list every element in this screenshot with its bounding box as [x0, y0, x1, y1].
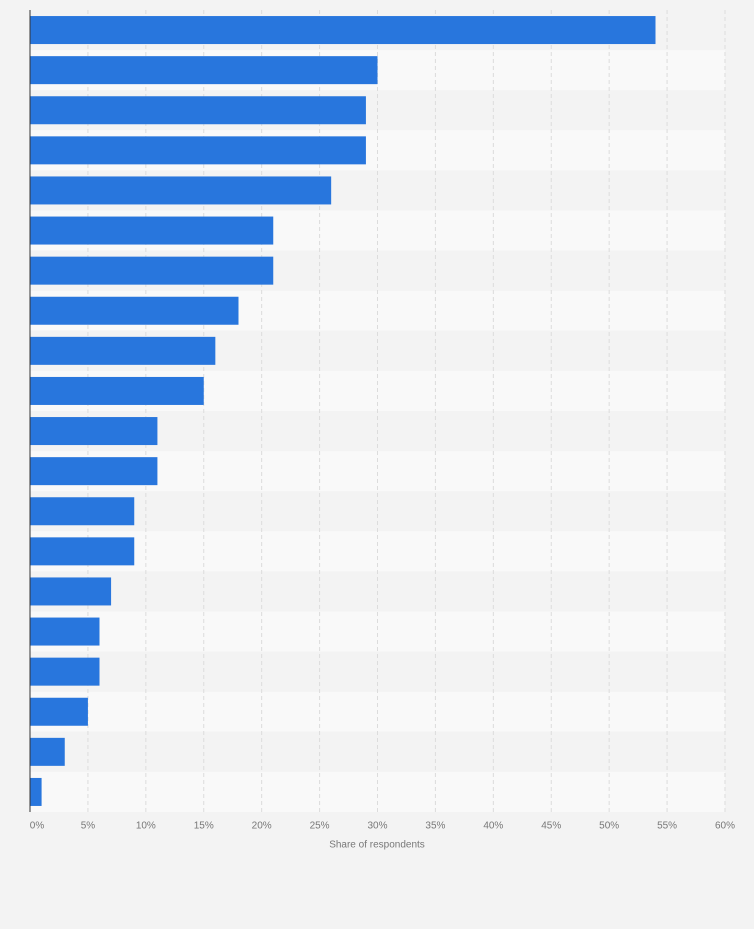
x-tick-label: 60%	[715, 821, 735, 832]
x-tick-label: 10%	[136, 821, 156, 832]
bar	[30, 96, 366, 125]
x-tick-label: 20%	[252, 821, 272, 832]
x-tick-label: 55%	[657, 821, 677, 832]
bar	[30, 216, 274, 245]
x-tick-label: 0%	[30, 821, 45, 832]
bar	[30, 376, 204, 405]
x-tick-label: 35%	[425, 821, 445, 832]
bar	[30, 497, 135, 526]
bar	[30, 657, 100, 686]
x-tick-label: 25%	[310, 821, 330, 832]
bar	[30, 16, 656, 45]
bar	[30, 737, 65, 766]
bar	[30, 777, 42, 806]
x-tick-label: 40%	[483, 821, 503, 832]
x-tick-label: 45%	[541, 821, 561, 832]
bar	[30, 457, 158, 486]
x-tick-label: 15%	[194, 821, 214, 832]
bar	[30, 296, 239, 325]
bar	[30, 697, 88, 726]
x-axis-title: Share of respondents	[329, 840, 425, 851]
bar	[30, 56, 378, 85]
bar	[30, 336, 216, 365]
x-tick-label: 50%	[599, 821, 619, 832]
bar	[30, 136, 366, 165]
x-tick-label: 30%	[367, 821, 387, 832]
bar	[30, 417, 158, 446]
bar	[30, 617, 100, 646]
x-tick-label: 5%	[81, 821, 96, 832]
bar	[30, 256, 274, 285]
row-band	[30, 771, 725, 812]
row-band	[30, 731, 725, 772]
bar	[30, 577, 112, 606]
bar	[30, 537, 135, 566]
bar	[30, 176, 332, 205]
row-band	[30, 611, 725, 652]
